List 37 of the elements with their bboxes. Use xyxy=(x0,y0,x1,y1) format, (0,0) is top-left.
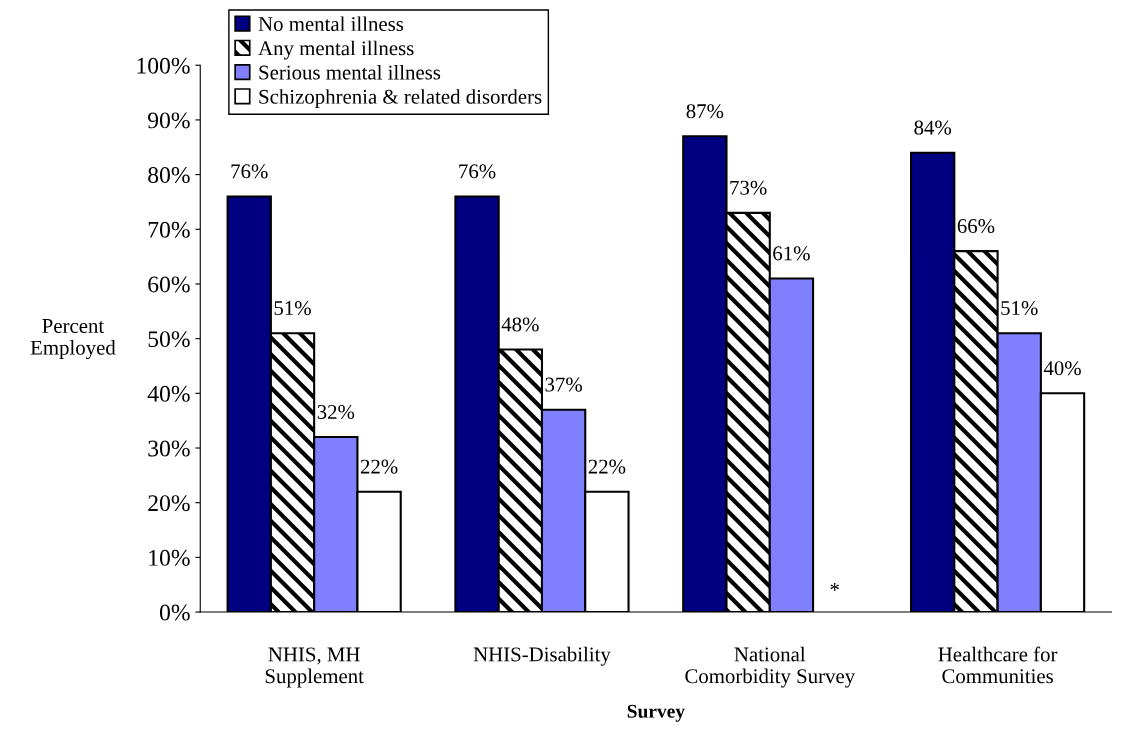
text: 22% xyxy=(588,459,626,474)
x-tick-label: Healthcare for Communities xyxy=(938,646,1058,684)
text: 87% xyxy=(686,104,724,119)
y-tick-label: 60% xyxy=(148,276,190,293)
x-axis-title: Survey xyxy=(627,704,685,722)
legend-label: Serious mental illness xyxy=(259,64,441,80)
y-tick-label: 30% xyxy=(148,440,190,457)
text: 76% xyxy=(231,164,268,179)
y-tick-label: 10% xyxy=(149,549,190,566)
y-tick-label: 0% xyxy=(159,604,190,621)
legend-label: No mental illness xyxy=(258,16,404,32)
x-tick-label: NHIS-Disability xyxy=(473,646,611,666)
text: 51% xyxy=(1001,301,1038,316)
text: 32% xyxy=(317,404,355,420)
text: 37% xyxy=(545,377,582,392)
text: 51% xyxy=(274,301,311,316)
y-tick-label: 40% xyxy=(147,385,190,402)
y-axis-title: Percent Employed xyxy=(30,319,116,360)
text: 76% xyxy=(459,164,496,179)
y-tick-label: 50% xyxy=(148,331,190,348)
annotation: * xyxy=(830,583,839,591)
x-tick-label: National Comorbidity Survey xyxy=(685,646,856,688)
y-tick-label: 20% xyxy=(148,495,190,512)
text: 22% xyxy=(360,459,398,474)
text: 84% xyxy=(914,120,952,135)
text: 73% xyxy=(730,180,767,195)
text: 61% xyxy=(773,246,810,261)
text: 48% xyxy=(501,317,539,332)
text: 66% xyxy=(957,218,995,234)
text: 40% xyxy=(1043,361,1081,376)
y-tick-label: 100% xyxy=(137,57,190,74)
legend-label: Schizophrenia & related disorders xyxy=(259,89,542,109)
y-tick-label: 90% xyxy=(148,112,190,129)
legend-label: Any mental illness xyxy=(258,40,414,60)
y-tick-label: 70% xyxy=(148,221,190,238)
y-tick-label: 80% xyxy=(148,167,190,184)
x-tick-label: NHIS, MH Supplement xyxy=(265,647,364,688)
